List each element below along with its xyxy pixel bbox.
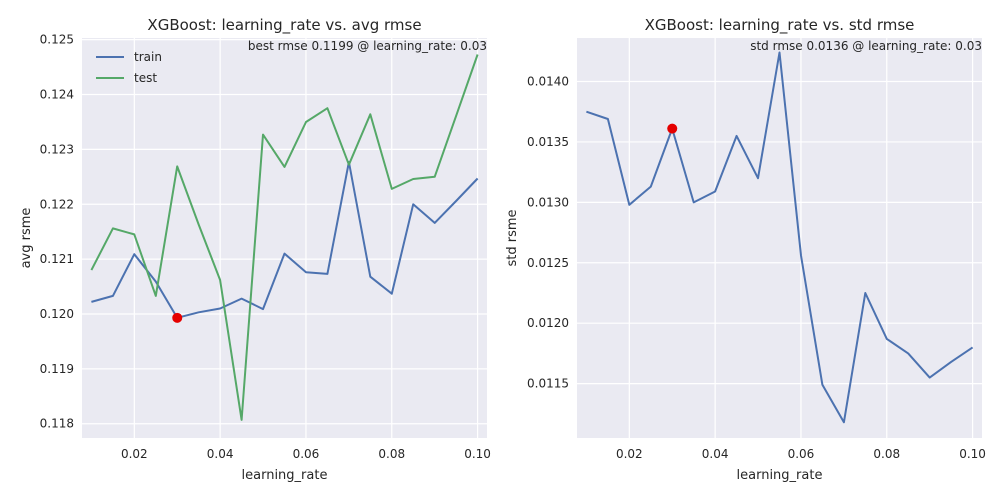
x-tick-label: 0.06: [293, 447, 320, 461]
y-tick-label: 0.125: [40, 33, 74, 47]
x-tick-label: 0.08: [378, 447, 405, 461]
y-tick-label: 0.122: [40, 197, 74, 211]
legend-train-label: train: [134, 50, 162, 64]
best-point-marker: [667, 123, 678, 134]
y-tick-label: 0.118: [40, 417, 74, 431]
series-0-line: [586, 51, 974, 424]
grid-lines: [82, 38, 487, 438]
series-layer: [90, 54, 479, 421]
best-point-marker: [172, 312, 183, 323]
std-rmse-chart: 0.02 0.04 0.06 0.08 0.10 0.01150.01200.01250…: [505, 16, 986, 483]
x-tick-labels: 0.02 0.04 0.06 0.08 0.10: [121, 447, 491, 461]
x-tick-label: 0.08: [873, 447, 900, 461]
chart-title: XGBoost: learning_rate vs. avg rmse: [147, 16, 421, 35]
series-layer: [586, 51, 974, 424]
plot-area: [577, 38, 982, 438]
x-tick-label: 0.02: [616, 447, 643, 461]
x-tick-label: 0.04: [207, 447, 234, 461]
y-tick-label: 0.0115: [527, 377, 569, 391]
best-rmse-annotation: best rmse 0.1199 @ learning_rate: 0.03: [248, 39, 487, 53]
x-axis-label: learning_rate: [737, 468, 823, 483]
x-tick-label: 0.10: [464, 447, 491, 461]
y-tick-label: 0.0130: [527, 195, 569, 209]
y-tick-label: 0.0120: [527, 316, 569, 330]
x-axis-label: learning_rate: [242, 468, 328, 483]
x-tick-label: 0.04: [702, 447, 729, 461]
y-tick-labels: 0.118 0.119 0.120 0.121 0.122 0.123 0.124 0.125: [40, 33, 74, 431]
y-axis-label: avg rsme: [19, 208, 34, 269]
y-tick-label: 0.0140: [527, 75, 569, 89]
y-axis-label: std rsme: [505, 209, 520, 266]
x-tick-labels: 0.02 0.04 0.06 0.08 0.10: [616, 447, 986, 461]
y-tick-labels: 0.0115 0.0120 0.0125 0.0130 0.0135 0.0140: [527, 75, 569, 391]
plot-area: [82, 38, 487, 438]
grid-lines: [577, 38, 982, 438]
y-tick-label: 0.124: [40, 88, 74, 102]
avg-rmse-chart: 0.02 0.04 0.06 0.08 0.10 0.118 0.119 0.120 0.12…: [19, 16, 491, 483]
series-test-line: [90, 54, 479, 421]
x-tick-label: 0.06: [788, 447, 815, 461]
y-tick-label: 0.0135: [527, 135, 569, 149]
x-tick-label: 0.10: [959, 447, 986, 461]
legend-test-label: test: [134, 71, 157, 85]
y-tick-label: 0.0125: [527, 256, 569, 270]
y-tick-label: 0.121: [40, 252, 74, 266]
y-tick-label: 0.119: [40, 362, 74, 376]
std-rmse-annotation: std rmse 0.0136 @ learning_rate: 0.03: [750, 39, 982, 53]
chart-title: XGBoost: learning_rate vs. std rmse: [645, 16, 915, 35]
y-tick-label: 0.123: [40, 142, 74, 156]
y-tick-label: 0.120: [40, 307, 74, 321]
series-train-line: [91, 161, 479, 319]
x-tick-label: 0.02: [121, 447, 148, 461]
legend: train test: [96, 50, 162, 85]
